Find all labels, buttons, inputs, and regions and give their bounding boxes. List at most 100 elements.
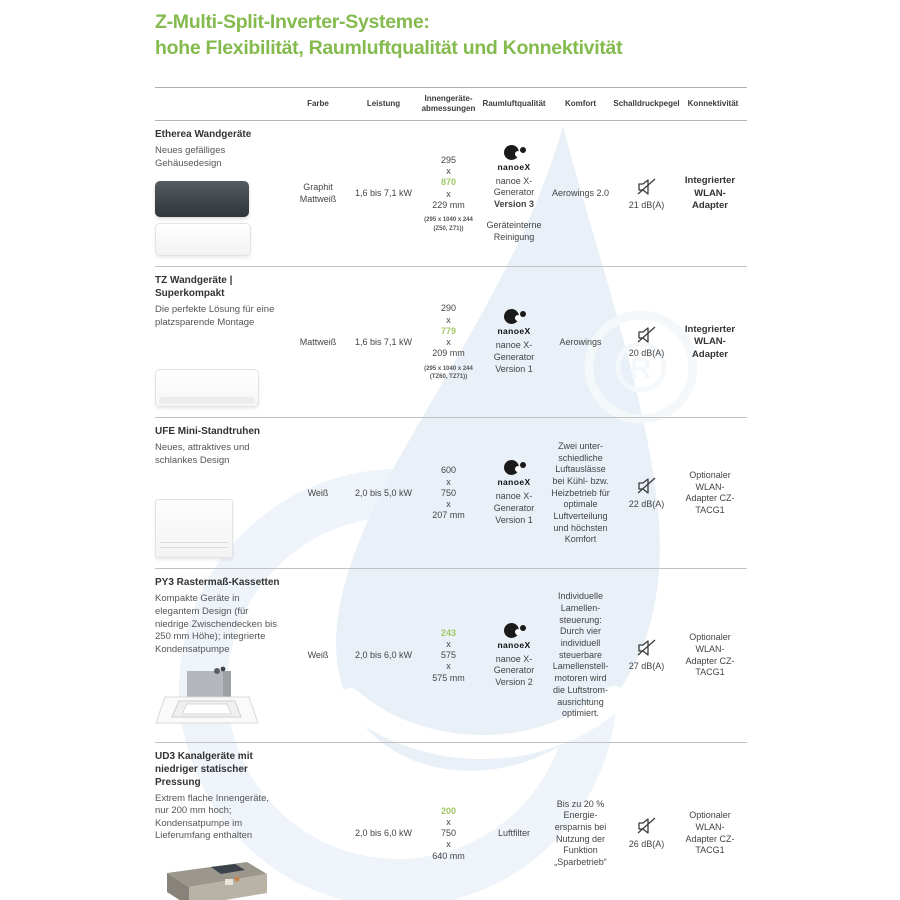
ufe-unit-image [155, 489, 233, 559]
product-cell: Etherea Wandgeräte Neues gefälliges Gehä… [155, 121, 285, 266]
muted-speaker-icon [637, 178, 655, 195]
farbe-cell: Weiß [307, 649, 329, 660]
product-description: Kompakte Geräte in elegantem Design (für… [155, 593, 277, 655]
dim-height: 600 [440, 465, 457, 476]
header-abmessungen: Innengeräte-abmessungen [421, 94, 476, 114]
nanoe-x-logo-text: nanoeX [497, 326, 531, 337]
schalldruckpegel-cell: 22 dB(A) [614, 474, 679, 513]
dim-depth: 575 mm [432, 672, 465, 683]
dim-width: 750 [440, 828, 457, 839]
header-raumluftqualitaet: Raumluftqualität [482, 99, 546, 109]
nanoe-x-logo-text: nanoeX [497, 161, 531, 172]
muted-speaker-icon [637, 326, 655, 343]
dim-sep: x [446, 188, 451, 199]
product-description: Neues, attraktives und schlankes Design [155, 442, 250, 466]
raumluftqualitaet-cell: nanoeX nanoe X-Generator Version 2 [481, 621, 547, 691]
dim-width-highlight: 779 [440, 325, 457, 336]
db-value: 22 dB(A) [628, 499, 665, 510]
leistung-cell: 1,6 bis 7,1 kW [354, 188, 413, 199]
abmessungen-cell: 290 x 779 x 209 mm (295 x 1040 x 244 (TZ… [416, 301, 481, 383]
product-description: Extrem flache Innengeräte, nur 200 mm ho… [155, 792, 270, 842]
komfort-cell: Aerowings 2.0 [551, 188, 610, 199]
dim-sep: x [446, 661, 451, 672]
nanoe-generator-label: nanoe X-Generator [493, 491, 535, 514]
ceiling-cassette-image [155, 666, 259, 724]
table-row-py3: PY3 Rastermaß-Kassetten Kompakte Geräte … [155, 569, 747, 743]
product-cell: UD3 Kanalgeräte mit niedriger statischer… [155, 743, 285, 900]
dim-note: (295 x 1040 x 244 (Z50, Z71)) [424, 217, 473, 232]
product-name: TZ Wandgeräte | Superkompakt [155, 275, 233, 300]
nanoe-version-label: Version 3 [493, 199, 535, 210]
farbe-cell: Weiß [307, 487, 329, 498]
wall-unit-white-image [155, 369, 259, 408]
table-row-ufe: UFE Mini-Standtruhen Neues, attraktives … [155, 418, 747, 570]
table-row-tz: TZ Wandgeräte | Superkompakt Die perfekt… [155, 267, 747, 419]
nanoe-version-label: Version 2 [495, 677, 533, 687]
nanoe-x-logo-text: nanoeX [497, 477, 531, 488]
konnektivitaet-cell: Optionaler WLAN-Adapter CZ-TACG1 [685, 470, 735, 516]
muted-speaker-icon [637, 477, 655, 494]
nanoe-x-icon [501, 144, 527, 161]
dim-sep: x [446, 166, 451, 177]
nanoe-version-label: Version 1 [495, 363, 533, 374]
dim-height-highlight: 243 [440, 627, 457, 638]
dim-depth: 640 mm [432, 850, 465, 861]
leistung-cell: 2,0 bis 6,0 kW [354, 827, 413, 838]
dim-width: 575 [440, 650, 457, 661]
wall-unit-graphite-image [155, 181, 249, 218]
product-description: Neues gefälliges Gehäusedesign [155, 145, 226, 169]
komfort-cell: Zwei unter­schiedliche Luftauslässe bei … [551, 440, 610, 545]
dim-height-highlight: 200 [440, 805, 457, 816]
dim-sep: x [446, 816, 451, 827]
schalldruckpegel-cell: 26 dB(A) [614, 814, 679, 853]
tz-unit-image [155, 359, 259, 408]
dim-note: (295 x 1040 x 244 (TZ60, TZ71)) [424, 365, 473, 381]
raumluftqualitaet-cell: nanoeX nanoe X-Generator Version 1 [481, 458, 547, 528]
product-cell: PY3 Rastermaß-Kassetten Kompakte Geräte … [155, 569, 285, 741]
header-farbe: Farbe [307, 99, 329, 109]
konnektivitaet-cell: Integrierter WLAN-Adapter [684, 323, 736, 360]
nanoe-x-icon [501, 309, 527, 325]
header-komfort: Komfort [564, 99, 597, 109]
header-schalldruckpegel: Schalldruckpegel [613, 99, 680, 109]
dim-height: 295 [440, 154, 457, 165]
dim-sep: x [446, 499, 451, 510]
dim-depth: 229 mm [432, 199, 465, 210]
dim-width-highlight: 870 [440, 177, 457, 188]
svg-text:R: R [630, 352, 652, 385]
farbe-cell: Graphit Mattweiß [299, 182, 337, 204]
komfort-cell: Bis zu 20 % Energie­ersparnis bei Nutzun… [554, 798, 607, 868]
nanoe-x-logo: nanoeX [497, 309, 530, 337]
page-title-line2: hohe Flexibilität, Raumluftqualität und … [155, 36, 623, 59]
product-cell: TZ Wandgeräte | Superkompakt Die perfekt… [155, 267, 285, 417]
muted-speaker-icon [637, 817, 655, 835]
dim-sep: x [446, 839, 451, 850]
db-value: 27 dB(A) [628, 661, 665, 672]
nanoe-x-icon [501, 460, 527, 476]
etherea-unit-image [155, 171, 251, 257]
table-row-ud3: UD3 Kanalgeräte mit niedriger statischer… [155, 743, 747, 900]
nanoe-generator-label: nanoe X-Generator [493, 175, 535, 198]
product-name: Etherea Wandgeräte [155, 129, 252, 141]
nanoe-x-logo: nanoeX [497, 144, 531, 173]
header-leistung: Leistung [366, 99, 401, 109]
nanoe-generator-label: nanoe X-Generator [493, 340, 535, 363]
leistung-cell: 2,0 bis 6,0 kW [354, 649, 413, 660]
py3-unit-image [155, 656, 259, 732]
raumluftqualitaet-cell: nanoeX nanoe X-Generator Version 1 [481, 307, 547, 377]
nanoe-version-label: Version 1 [495, 514, 533, 525]
nanoe-x-logo: nanoeX [497, 460, 530, 488]
dim-sep: x [446, 638, 451, 649]
dim-sep: x [446, 337, 451, 348]
product-name: PY3 Rastermaß-Kassetten [155, 577, 280, 589]
dim-width: 750 [440, 487, 457, 498]
table-header-row: Farbe Leistung Innengeräte-abmessungen R… [155, 87, 747, 122]
nanoe-generator-label: nanoe X-Generator [493, 653, 535, 676]
raumluft-extra-label: Geräteinterne Reinigung [486, 219, 542, 242]
page-title: Z-Multi-Split-Inverter-Systeme: hohe Fle… [155, 10, 747, 61]
header-product [155, 88, 285, 120]
leistung-cell: 1,6 bis 7,1 kW [354, 336, 413, 347]
schalldruckpegel-cell: 21 dB(A) [614, 175, 679, 214]
product-name: UFE Mini-Standtruhen [155, 426, 260, 438]
